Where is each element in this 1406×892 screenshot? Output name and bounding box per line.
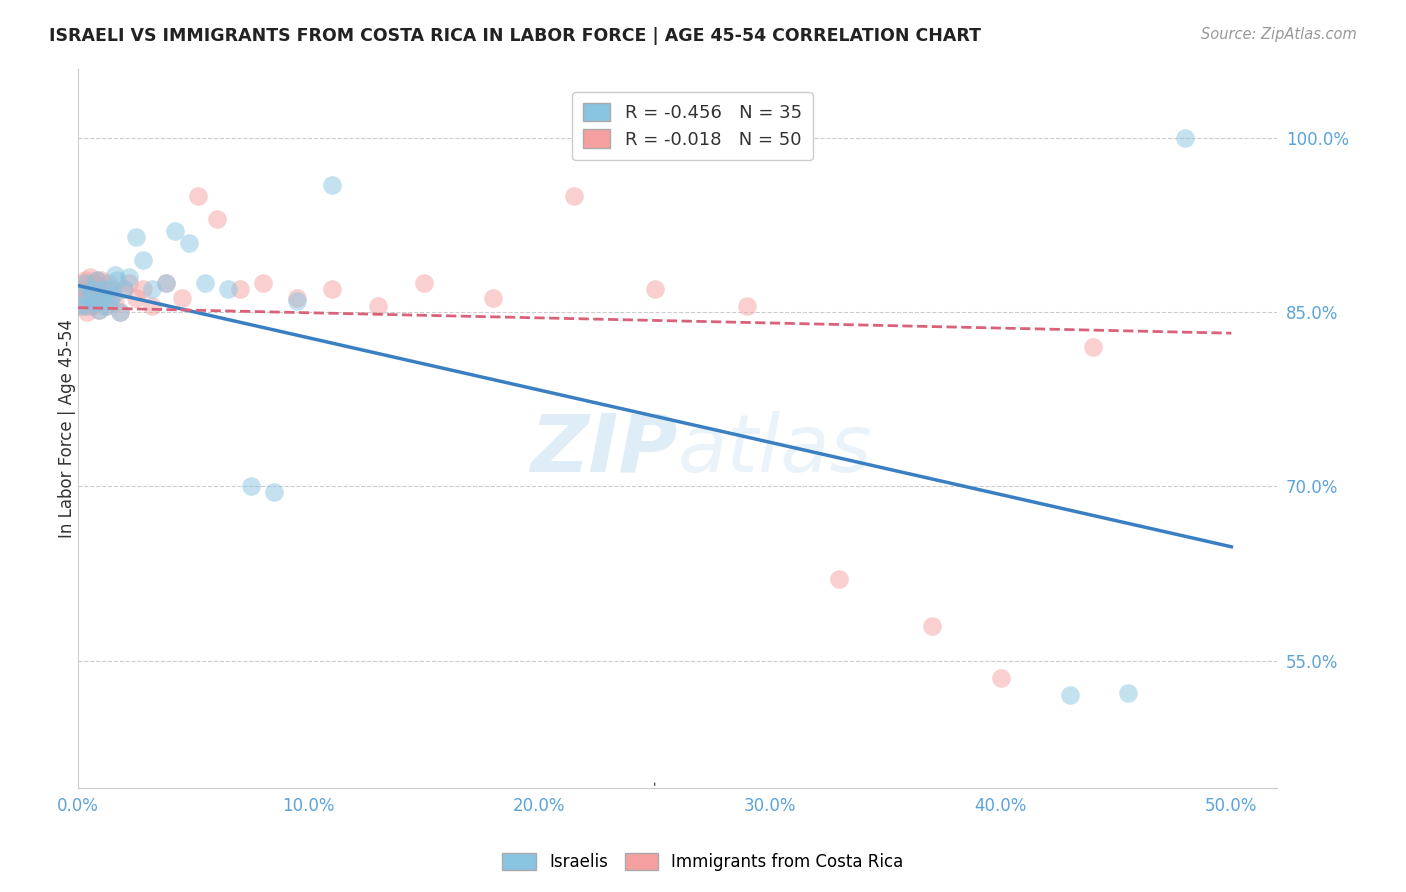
- Point: [72, 288, 94, 302]
- Point: [990, 671, 1012, 685]
- Point: [321, 178, 343, 192]
- Point: [101, 288, 124, 302]
- Point: [112, 282, 135, 296]
- Point: [240, 479, 263, 493]
- Point: [69, 293, 91, 308]
- Point: [87, 302, 110, 317]
- Point: [141, 282, 163, 296]
- Point: [87, 282, 110, 296]
- Point: [228, 282, 250, 296]
- Point: [69, 300, 91, 314]
- Text: Source: ZipAtlas.com: Source: ZipAtlas.com: [1201, 27, 1357, 42]
- Point: [413, 277, 436, 291]
- Legend: Israelis, Immigrants from Costa Rica: Israelis, Immigrants from Costa Rica: [494, 845, 912, 880]
- Point: [72, 300, 94, 314]
- Point: [217, 282, 239, 296]
- Point: [69, 282, 91, 296]
- Point: [1174, 131, 1197, 145]
- Point: [80, 300, 103, 314]
- Point: [93, 282, 115, 296]
- Point: [252, 277, 274, 291]
- Point: [205, 212, 228, 227]
- Point: [104, 268, 127, 282]
- Point: [735, 300, 758, 314]
- Point: [86, 273, 108, 287]
- Point: [155, 277, 177, 291]
- Point: [79, 291, 101, 305]
- Point: [86, 296, 108, 310]
- Point: [73, 291, 96, 305]
- Point: [86, 273, 108, 287]
- Point: [100, 291, 122, 305]
- Point: [87, 302, 110, 317]
- Point: [131, 282, 153, 296]
- Point: [83, 291, 105, 305]
- Point: [101, 282, 124, 296]
- Point: [285, 291, 308, 305]
- Point: [131, 253, 153, 268]
- Point: [1081, 340, 1104, 354]
- Point: [177, 235, 200, 250]
- Point: [83, 277, 105, 291]
- Point: [76, 282, 98, 296]
- Point: [100, 293, 122, 308]
- Point: [125, 291, 148, 305]
- Text: atlas: atlas: [678, 411, 873, 489]
- Point: [285, 293, 308, 308]
- Point: [321, 282, 343, 296]
- Point: [1116, 686, 1139, 700]
- Point: [90, 273, 112, 287]
- Point: [97, 277, 120, 291]
- Point: [118, 277, 141, 291]
- Point: [112, 282, 135, 296]
- Point: [72, 277, 94, 291]
- Point: [79, 293, 101, 308]
- Point: [163, 224, 186, 238]
- Point: [644, 282, 666, 296]
- Point: [79, 270, 101, 285]
- Point: [921, 618, 943, 632]
- Point: [125, 230, 148, 244]
- Point: [194, 277, 217, 291]
- Legend: R = -0.456   N = 35, R = -0.018   N = 50: R = -0.456 N = 35, R = -0.018 N = 50: [572, 92, 813, 160]
- Point: [263, 485, 285, 500]
- Point: [105, 273, 128, 287]
- Point: [83, 296, 105, 310]
- Point: [97, 282, 120, 296]
- Point: [141, 300, 163, 314]
- Point: [170, 291, 193, 305]
- Point: [108, 305, 131, 319]
- Point: [104, 296, 127, 310]
- Text: ISRAELI VS IMMIGRANTS FROM COSTA RICA IN LABOR FORCE | AGE 45-54 CORRELATION CHA: ISRAELI VS IMMIGRANTS FROM COSTA RICA IN…: [49, 27, 981, 45]
- Point: [73, 277, 96, 291]
- Point: [94, 300, 117, 314]
- Point: [367, 300, 389, 314]
- Text: ZIP: ZIP: [530, 411, 678, 489]
- Point: [93, 282, 115, 296]
- Y-axis label: In Labor Force | Age 45-54: In Labor Force | Age 45-54: [58, 318, 76, 538]
- Point: [80, 282, 103, 296]
- Point: [90, 293, 112, 308]
- Point: [108, 305, 131, 319]
- Point: [482, 291, 505, 305]
- Point: [828, 572, 851, 586]
- Point: [187, 189, 209, 203]
- Point: [90, 293, 112, 308]
- Point: [73, 273, 96, 287]
- Point: [94, 300, 117, 314]
- Point: [562, 189, 585, 203]
- Point: [155, 277, 177, 291]
- Point: [80, 282, 103, 296]
- Point: [118, 270, 141, 285]
- Point: [76, 305, 98, 319]
- Point: [76, 300, 98, 314]
- Point: [1059, 689, 1081, 703]
